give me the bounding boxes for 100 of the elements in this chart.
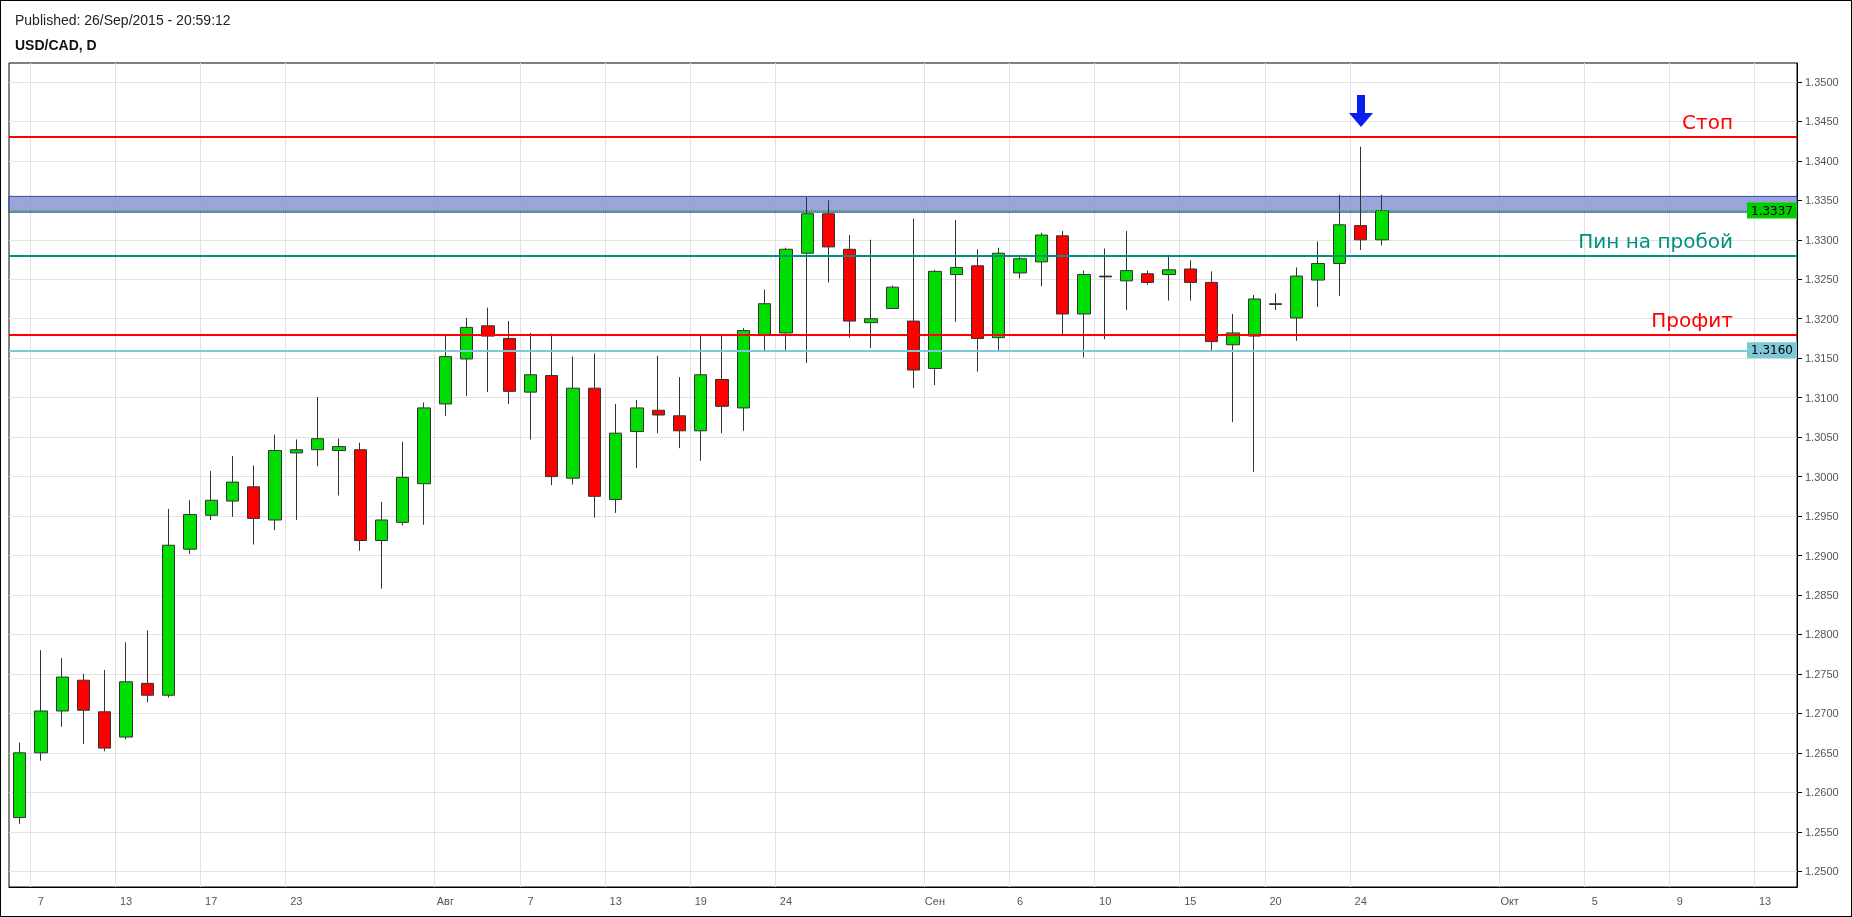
candlestick [1162, 254, 1176, 302]
candlestick [268, 434, 282, 531]
candlestick [1077, 270, 1091, 358]
x-tick-label: Окт [1500, 894, 1519, 907]
x-tick-label: 19 [694, 894, 707, 907]
x-tick-label: 13 [119, 894, 133, 907]
ref-line-label: 1.3337 [1751, 203, 1793, 218]
x-tick-label: 7 [527, 894, 534, 907]
y-tick-label: 1.2700 [1805, 707, 1839, 720]
candlestick [311, 396, 324, 467]
y-tick-label: 1.2900 [1805, 549, 1839, 562]
candlestick [673, 376, 686, 449]
ref-line-label: 1.3160 [1751, 343, 1793, 358]
candlestick [1269, 292, 1282, 311]
candlestick [98, 669, 111, 752]
candlestick [77, 673, 90, 745]
candlestick [950, 219, 963, 323]
x-tick-label: 20 [1269, 894, 1282, 907]
ref-line-label: Пин на пробой [1578, 228, 1733, 253]
y-tick-label: 1.2850 [1805, 588, 1839, 601]
candlestick [652, 355, 665, 434]
x-tick-label: 13 [609, 894, 622, 907]
x-tick-label: Сен [924, 894, 945, 907]
candlestick [141, 629, 154, 703]
x-tick-label: 15 [1184, 894, 1197, 907]
x-tick-label: 17 [205, 894, 218, 907]
candlestick [1035, 232, 1048, 287]
y-tick-label: 1.3000 [1805, 470, 1839, 483]
candlestick [992, 247, 1005, 351]
candlestick [801, 196, 814, 364]
candlestick [928, 269, 942, 386]
candlestick [1013, 255, 1027, 279]
x-tick-label: Авг [436, 894, 454, 907]
candlestick [566, 356, 580, 485]
candlestick [13, 742, 26, 825]
y-tick-label: 1.2550 [1805, 825, 1839, 838]
candlestick [864, 239, 878, 349]
x-tick-label: 24 [779, 894, 793, 907]
chart-title: USD/CAD, D [15, 37, 97, 53]
candlestick [1354, 146, 1367, 251]
candlestick [609, 403, 622, 514]
candlestick [183, 499, 197, 555]
ref-line-label: Стоп [1682, 110, 1733, 135]
candlestick [119, 641, 133, 740]
y-tick-label: 1.3450 [1805, 115, 1839, 128]
candlestick [1333, 194, 1346, 297]
y-tick-label: 1.3300 [1805, 233, 1839, 246]
y-tick-label: 1.3500 [1805, 75, 1839, 88]
candlestick [1375, 194, 1389, 246]
x-tick-label: 7 [37, 894, 44, 907]
candlestick [1099, 247, 1112, 340]
candlestick [1141, 270, 1154, 286]
candlestick [162, 508, 175, 699]
candlestick [439, 335, 452, 417]
candlestick [34, 649, 48, 762]
y-tick-label: 1.2650 [1805, 746, 1839, 759]
candlestick [1311, 240, 1325, 308]
x-tick-label: 9 [1676, 894, 1683, 907]
y-tick-label: 1.2950 [1805, 510, 1839, 523]
x-tick-label: 10 [1099, 894, 1112, 907]
candlestick [694, 335, 707, 462]
candlestick [247, 465, 260, 545]
x-tick-label: 24 [1354, 894, 1367, 907]
candlestick [779, 247, 793, 353]
y-tick-label: 1.2800 [1805, 628, 1839, 641]
chart-subtitle: Published: 26/Sep/2015 - 20:59:12 [15, 12, 231, 28]
candlestick [758, 289, 771, 353]
y-tick-label: 1.3400 [1805, 154, 1839, 167]
ref-line-label: Профит [1651, 307, 1734, 332]
candlestick [56, 657, 69, 728]
candlestick [1184, 259, 1197, 302]
y-tick-label: 1.2500 [1805, 865, 1839, 878]
candlestick [737, 327, 750, 432]
y-tick-label: 1.3200 [1805, 312, 1839, 325]
candlestick [354, 442, 367, 552]
candlestick [290, 438, 303, 521]
candlestick [205, 470, 218, 521]
candlestick [822, 199, 835, 283]
y-tick-label: 1.3050 [1805, 431, 1839, 444]
candlestick [332, 438, 346, 497]
x-tick-label: 5 [1591, 894, 1598, 907]
candlestick [588, 352, 601, 519]
candlestick [630, 399, 644, 469]
candlestick [396, 441, 409, 527]
candlestick [417, 401, 431, 526]
y-tick-label: 1.3150 [1805, 352, 1839, 365]
candlestick [886, 285, 899, 309]
candlestick [1248, 294, 1261, 473]
candlestick [524, 332, 537, 440]
x-tick-label: 6 [1017, 894, 1024, 907]
y-tick-label: 1.3100 [1805, 391, 1839, 404]
y-tick-label: 1.3350 [1805, 194, 1839, 207]
candlestick [1120, 230, 1133, 311]
y-tick-label: 1.3250 [1805, 273, 1839, 286]
candlestick [1290, 266, 1303, 342]
y-tick-label: 1.2600 [1805, 786, 1839, 799]
x-tick-label: 13 [1758, 894, 1772, 907]
y-tick-label: 1.2750 [1805, 667, 1839, 680]
candlestick [226, 455, 239, 518]
x-tick-label: 23 [290, 894, 303, 907]
